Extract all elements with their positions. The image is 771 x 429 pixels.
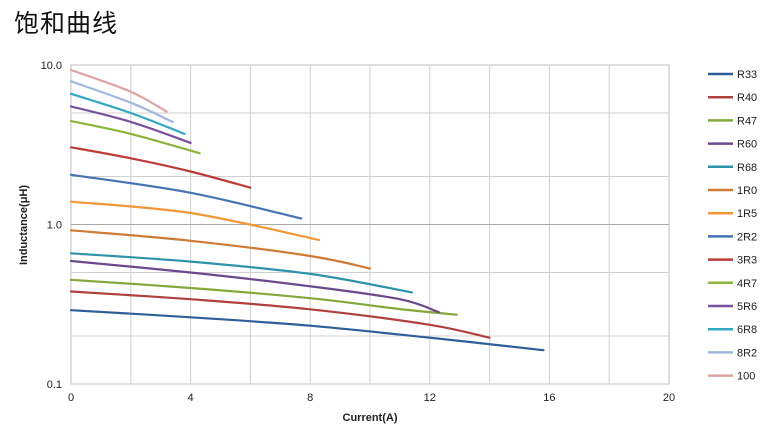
legend-label: R40	[737, 92, 757, 104]
legend-label: 2R2	[737, 231, 757, 243]
series-line-8r2	[69, 80, 174, 123]
chart-grid	[70, 64, 670, 385]
series-line-1r0	[69, 229, 372, 270]
chart-ticks: 0 4 8 12 16 20 0.1 1.0 10.0	[41, 60, 676, 404]
y-tick-label: 0.1	[47, 379, 62, 391]
legend-label: R33	[737, 69, 757, 81]
x-tick-label: 0	[68, 392, 74, 404]
y-tick-label: 10.0	[41, 60, 62, 72]
x-tick-label: 16	[543, 392, 555, 404]
x-tick-label: 8	[307, 392, 313, 404]
legend-label: R47	[737, 115, 757, 127]
series-line-r40	[69, 290, 491, 339]
y-axis-title: Inductance(μH)	[18, 185, 30, 265]
series-line-100	[69, 68, 168, 113]
legend-label: 3R3	[737, 255, 757, 267]
chart-legend: R33 R40 R47 R60 R68 1R0 1R5 2R2 3R3 4R7 5R6 6R8 8R2 1…	[708, 69, 757, 383]
y-tick-label: 1.0	[47, 220, 62, 232]
x-tick-label: 20	[663, 392, 675, 404]
legend-label: 100	[737, 371, 755, 383]
legend-label: 1R0	[737, 185, 757, 197]
page-title: 饱和曲线	[14, 9, 119, 38]
series-line-4r7	[69, 120, 201, 155]
legend-label: 6R8	[737, 324, 757, 336]
legend-label: 1R5	[737, 208, 757, 220]
series-line-r33	[69, 309, 545, 352]
legend-label: 4R7	[737, 278, 757, 290]
series-line-3r3	[69, 146, 252, 189]
legend-label: 5R6	[737, 301, 757, 313]
x-tick-label: 4	[188, 392, 194, 404]
series-line-1r5	[69, 200, 321, 242]
x-tick-label: 12	[424, 392, 436, 404]
series-line-r60	[69, 259, 440, 314]
chart-series	[69, 68, 545, 352]
series-line-6r8	[69, 92, 186, 135]
series-line-r68	[69, 252, 413, 294]
series-line-r47	[69, 278, 458, 316]
x-axis-title: Current(A)	[343, 412, 398, 424]
series-line-2r2	[69, 173, 303, 220]
legend-label: R60	[737, 139, 757, 151]
legend-label: 8R2	[737, 347, 757, 359]
legend-label: R68	[737, 162, 757, 174]
series-line-5r6	[69, 105, 192, 144]
